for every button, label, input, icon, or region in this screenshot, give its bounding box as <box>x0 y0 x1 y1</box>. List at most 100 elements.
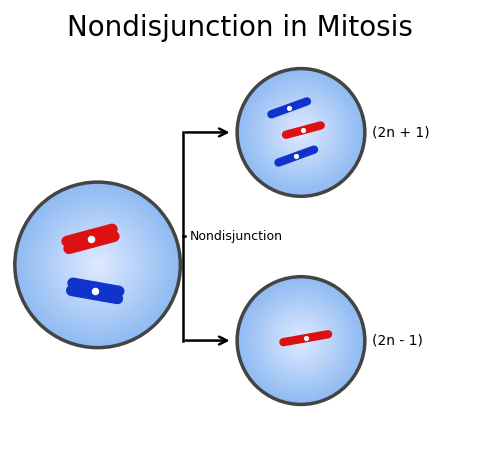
Circle shape <box>282 322 320 359</box>
Circle shape <box>277 108 325 157</box>
Circle shape <box>296 336 306 345</box>
Circle shape <box>258 89 344 175</box>
Circle shape <box>52 219 143 310</box>
Circle shape <box>85 253 110 277</box>
Circle shape <box>81 248 114 281</box>
Circle shape <box>260 299 342 382</box>
Circle shape <box>54 221 141 308</box>
Circle shape <box>280 112 322 153</box>
Circle shape <box>274 314 328 368</box>
Circle shape <box>46 213 149 316</box>
Circle shape <box>95 263 100 267</box>
Circle shape <box>256 88 346 177</box>
Circle shape <box>239 70 363 195</box>
Circle shape <box>299 339 303 342</box>
Circle shape <box>73 240 123 289</box>
Circle shape <box>260 91 342 174</box>
Circle shape <box>266 306 336 376</box>
Circle shape <box>44 211 151 319</box>
Circle shape <box>298 337 304 344</box>
Circle shape <box>288 120 314 145</box>
Circle shape <box>19 186 176 343</box>
Circle shape <box>58 226 137 304</box>
Circle shape <box>35 203 160 327</box>
Circle shape <box>240 72 362 193</box>
Circle shape <box>282 114 320 152</box>
Circle shape <box>264 96 338 169</box>
Circle shape <box>21 188 174 342</box>
Circle shape <box>93 261 102 269</box>
Circle shape <box>23 190 172 340</box>
Circle shape <box>237 69 365 196</box>
Circle shape <box>243 283 358 398</box>
Circle shape <box>298 129 304 136</box>
Circle shape <box>248 288 354 393</box>
Circle shape <box>15 182 181 348</box>
Circle shape <box>280 320 322 361</box>
Text: Nondisjunction: Nondisjunction <box>190 230 283 243</box>
Circle shape <box>91 259 104 271</box>
Circle shape <box>291 123 310 142</box>
Text: (2n - 1): (2n - 1) <box>372 333 423 348</box>
Circle shape <box>32 199 164 331</box>
Circle shape <box>27 194 168 335</box>
Circle shape <box>89 256 106 273</box>
Circle shape <box>277 316 325 365</box>
Circle shape <box>25 193 170 337</box>
Circle shape <box>247 286 355 395</box>
Circle shape <box>75 242 120 288</box>
Circle shape <box>251 83 351 182</box>
Circle shape <box>299 131 303 134</box>
Circle shape <box>285 116 317 149</box>
Circle shape <box>248 80 354 185</box>
Circle shape <box>290 121 312 144</box>
Text: Nondisjunction in Mitosis: Nondisjunction in Mitosis <box>67 14 412 42</box>
Circle shape <box>261 93 341 172</box>
Circle shape <box>262 94 339 171</box>
Circle shape <box>279 110 323 155</box>
Circle shape <box>65 232 131 298</box>
Circle shape <box>285 324 317 357</box>
Circle shape <box>271 310 331 371</box>
Circle shape <box>256 296 346 385</box>
Circle shape <box>269 101 333 165</box>
Circle shape <box>255 294 347 387</box>
Circle shape <box>255 86 347 179</box>
Circle shape <box>250 289 352 392</box>
Circle shape <box>87 254 108 275</box>
Circle shape <box>286 326 315 355</box>
Circle shape <box>67 234 129 296</box>
Circle shape <box>296 128 306 137</box>
Circle shape <box>253 293 349 388</box>
Circle shape <box>247 78 355 187</box>
Circle shape <box>243 75 358 190</box>
Circle shape <box>275 107 327 158</box>
Circle shape <box>242 73 360 192</box>
Circle shape <box>34 201 162 329</box>
Circle shape <box>290 329 312 352</box>
Circle shape <box>251 291 351 390</box>
Circle shape <box>269 308 333 373</box>
Circle shape <box>42 209 153 321</box>
Circle shape <box>77 244 118 286</box>
Circle shape <box>250 81 352 184</box>
Circle shape <box>291 331 310 350</box>
Circle shape <box>245 285 357 396</box>
Circle shape <box>286 118 315 147</box>
Circle shape <box>71 238 125 292</box>
Circle shape <box>293 333 309 349</box>
Circle shape <box>272 104 330 161</box>
Circle shape <box>293 124 309 140</box>
Circle shape <box>17 184 178 346</box>
Circle shape <box>29 197 166 333</box>
Circle shape <box>284 323 319 358</box>
Circle shape <box>279 318 323 363</box>
Circle shape <box>237 277 365 404</box>
Circle shape <box>275 315 327 366</box>
Circle shape <box>56 224 139 307</box>
Circle shape <box>266 97 336 167</box>
Circle shape <box>62 230 133 300</box>
Circle shape <box>264 304 338 377</box>
Circle shape <box>295 126 308 139</box>
Circle shape <box>253 85 349 180</box>
